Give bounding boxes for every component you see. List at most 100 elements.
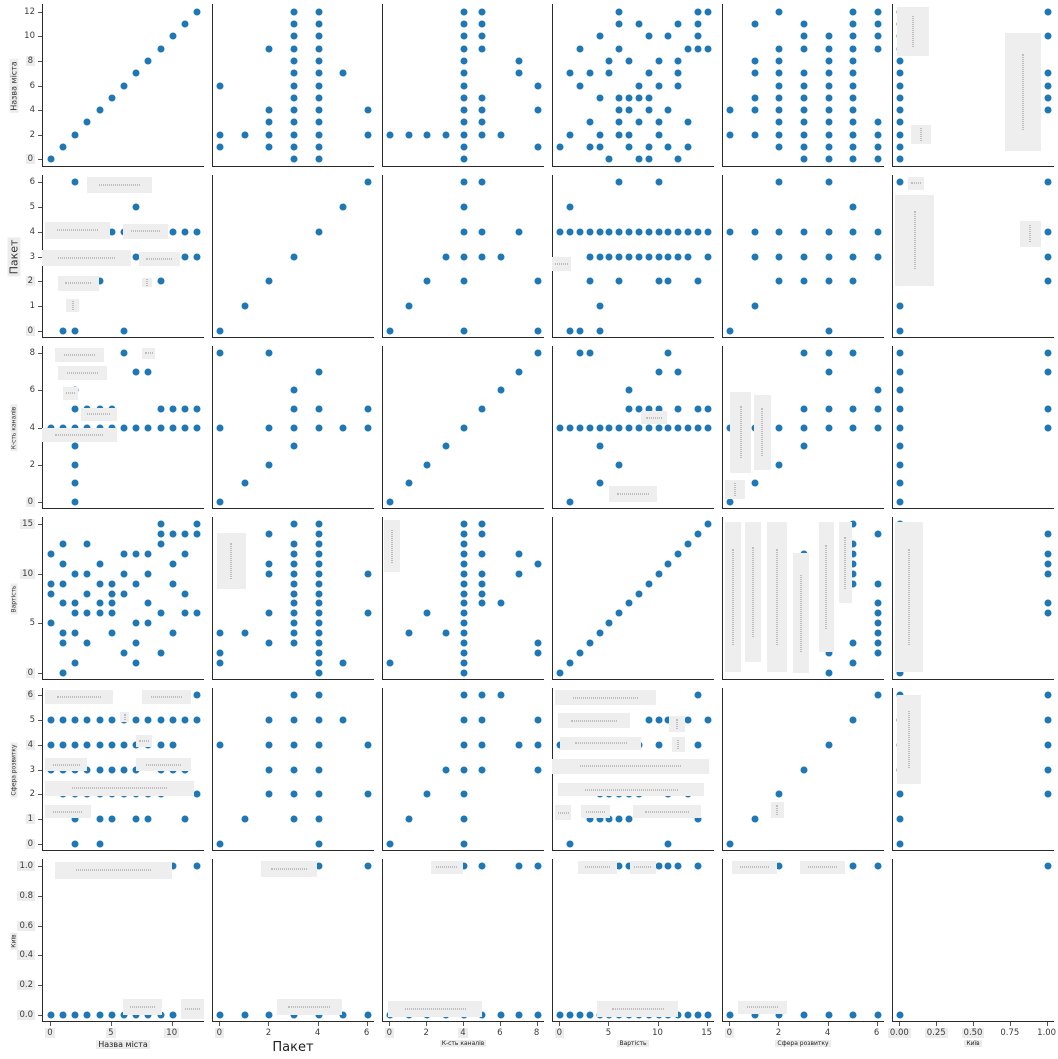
scatter-point [684, 424, 692, 431]
redaction-box-marks [634, 866, 651, 868]
scatter-point [290, 45, 298, 53]
scatter-point [674, 228, 682, 236]
scatter-point [605, 815, 613, 823]
scatter-point [655, 368, 663, 376]
scatter-point [800, 253, 808, 260]
y-tick-mark [38, 1014, 42, 1016]
y-axis-label-text: Київ [10, 931, 18, 950]
scatter-point [478, 590, 486, 598]
scatter-point [825, 118, 833, 126]
scatter-point [635, 405, 643, 413]
scatter-point [478, 94, 486, 102]
scatter-point [339, 1011, 347, 1019]
scatter-point [108, 599, 116, 607]
scatter-point [364, 405, 372, 413]
redaction-box-marks [574, 742, 627, 744]
scatter-point [120, 327, 128, 335]
scatter-point [615, 45, 623, 53]
scatter-point [800, 131, 808, 139]
scatter-point [596, 143, 604, 151]
redaction-box-marks [288, 1006, 330, 1008]
scatter-point [265, 424, 273, 431]
scatter-point [515, 57, 523, 65]
y-tick-mark [38, 695, 42, 697]
scatter-point [586, 815, 594, 823]
scatter-point [515, 69, 523, 77]
scatter-point [290, 639, 298, 647]
scatter-point [534, 106, 542, 114]
redaction-box-marks [645, 417, 663, 419]
scatter-point [144, 815, 152, 823]
scatter-point [460, 741, 468, 749]
pairplot-panel-r5c4 [722, 859, 884, 1022]
scatter-point [645, 143, 653, 151]
redaction-box [608, 486, 658, 503]
scatter-point [315, 118, 323, 126]
scatter-point [1044, 228, 1052, 236]
scatter-point [478, 520, 486, 528]
scatter-point [120, 766, 128, 773]
x-tick-text: 4 [824, 1028, 831, 1038]
scatter-point [193, 609, 201, 617]
scatter-point [315, 8, 323, 16]
scatter-point [181, 228, 189, 236]
scatter-point [315, 82, 323, 89]
scatter-point [290, 766, 298, 773]
scatter-point [534, 143, 542, 151]
scatter-point [315, 669, 323, 677]
y-tick-text: 12 [24, 6, 35, 17]
scatter-point [132, 550, 140, 558]
scatter-point [849, 570, 857, 578]
scatter-point [83, 716, 91, 724]
scatter-point [460, 840, 468, 848]
y-tick-mark [38, 843, 42, 845]
scatter-point [800, 94, 808, 102]
redaction-box [552, 256, 572, 272]
scatter-point [460, 143, 468, 151]
scatter-point [655, 131, 663, 139]
redaction-box [45, 222, 111, 239]
redaction-box-marks [908, 548, 910, 645]
scatter-point [896, 368, 904, 376]
scatter-point [497, 1011, 505, 1019]
pairplot-panel-r5c3 [552, 859, 714, 1022]
scatter-point [849, 639, 857, 647]
redaction-box [629, 860, 656, 874]
scatter-point [120, 741, 128, 749]
scatter-point [849, 82, 857, 89]
redaction-box [552, 758, 710, 774]
scatter-point [59, 716, 67, 724]
scatter-point [625, 57, 633, 65]
scatter-point [478, 8, 486, 16]
x-tick-label: 2 [758, 1028, 798, 1038]
scatter-point [290, 20, 298, 28]
x-tick-mark [657, 1022, 659, 1026]
scatter-point [615, 131, 623, 139]
scatter-point [566, 840, 574, 848]
y-tick-text: 0.8 [17, 891, 35, 902]
scatter-point [71, 815, 79, 823]
redaction-box-marks [65, 392, 75, 394]
scatter-point [478, 550, 486, 558]
scatter-point [775, 424, 783, 431]
scatter-point [586, 639, 594, 647]
scatter-point [460, 609, 468, 617]
pairplot-panel-r0c1 [212, 4, 374, 167]
scatter-point [71, 442, 79, 450]
redaction-box [181, 999, 204, 1019]
pairplot-panel-r2c3 [552, 346, 714, 509]
pairplot-panel-r3c3 [552, 517, 714, 680]
redaction-box [216, 533, 247, 589]
x-axis-label: Київ [892, 1040, 1054, 1047]
x-tick-text: 2 [775, 1028, 782, 1038]
scatter-point [849, 20, 857, 28]
y-tick-mark [38, 182, 42, 184]
scatter-point [71, 659, 79, 667]
scatter-point [315, 862, 323, 870]
scatter-point [1044, 560, 1052, 568]
redaction-box-marks [72, 301, 74, 310]
scatter-point [800, 20, 808, 28]
y-tick-text: 5 [29, 618, 35, 629]
y-tick-text: 4 [29, 422, 35, 433]
scatter-point [849, 32, 857, 40]
